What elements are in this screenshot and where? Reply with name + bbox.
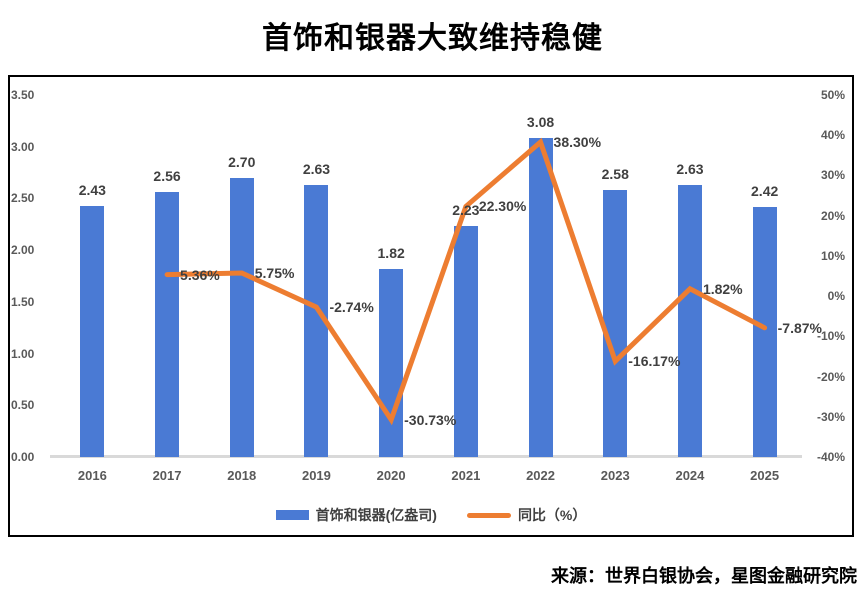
left-tick-2.00: 2.00 (11, 243, 35, 258)
x-tick-2023: 2023 (600, 468, 630, 483)
right-tick-50%: 50% (820, 88, 845, 102)
right-tick--20%: -20% (816, 369, 845, 384)
line-label-2020: -30.73% (404, 411, 457, 428)
x-tick-2018: 2018 (227, 468, 257, 483)
left-tick-0.00: 0.00 (11, 450, 35, 464)
right-tick-30%: 30% (820, 168, 845, 183)
bar-label-2025: 2.42 (751, 182, 779, 199)
right-tick-10%: 10% (820, 248, 845, 263)
bar-label-2016: 2.43 (78, 181, 106, 198)
left-tick-0.50: 0.50 (11, 398, 35, 413)
right-tick-20%: 20% (820, 208, 845, 223)
line-label-2021: 22.30% (478, 198, 527, 215)
bar-2021 (453, 226, 478, 457)
bar-2024 (678, 185, 702, 457)
legend-item-bars: 首饰和银器(亿盎司) (275, 505, 437, 525)
source-note: 来源：世界白银协会，星图金融研究院 (551, 566, 857, 586)
bar-label-2017: 2.56 (153, 168, 181, 185)
left-tick-3.50: 3.50 (11, 88, 35, 102)
bar-label-2018: 2.70 (228, 153, 256, 170)
bar-label-2020: 1.82 (377, 244, 405, 261)
x-tick-2016: 2016 (77, 468, 107, 483)
line-label-2017: 5.36% (180, 266, 220, 283)
left-tick-1.00: 1.00 (11, 346, 35, 361)
x-tick-2021: 2021 (451, 468, 481, 483)
right-tick--40%: -40% (816, 450, 845, 464)
bar-2023 (603, 190, 628, 457)
x-tick-2025: 2025 (750, 468, 780, 483)
bar-swatch-icon (275, 510, 309, 520)
left-tick-2.50: 2.50 (11, 191, 35, 206)
bar-2017 (155, 192, 180, 457)
left-tick-3.00: 3.00 (11, 139, 35, 154)
legend: 首饰和银器(亿盎司) 同比（%） (8, 502, 854, 528)
bar-2018 (229, 177, 254, 457)
legend-label: 同比（%） (517, 507, 587, 523)
chart-title: 首饰和银器大致维持稳健 (262, 22, 603, 55)
legend-label: 首饰和银器(亿盎司) (315, 507, 437, 523)
line-label-2025: -7.87% (777, 319, 822, 336)
bar-label-2022: 3.08 (526, 114, 555, 131)
x-axis-line (50, 455, 802, 458)
bar-label-2019: 2.63 (302, 160, 331, 177)
line-label-2018: 5.75% (254, 264, 295, 281)
line-swatch-icon (466, 512, 511, 518)
x-tick-2024: 2024 (675, 468, 705, 483)
line-label-2022: 38.30% (553, 134, 602, 151)
bar-2025 (752, 206, 777, 457)
x-tick-2020: 2020 (376, 468, 406, 483)
plot-border (8, 75, 854, 537)
line-label-2023: -16.17% (628, 353, 681, 370)
bar-label-2021: 2.23 (452, 202, 480, 219)
x-tick-2019: 2019 (301, 468, 331, 483)
x-tick-2022: 2022 (526, 468, 555, 483)
bar-2020 (379, 268, 404, 457)
legend-item-line: 同比（%） (466, 505, 587, 525)
bar-label-2023: 2.58 (601, 166, 629, 183)
bar-label-2024: 2.63 (676, 160, 704, 177)
x-tick-2017: 2017 (152, 468, 182, 483)
right-tick--30%: -30% (816, 409, 845, 424)
line-label-2024: 1.82% (702, 280, 743, 297)
right-tick--10%: -10% (816, 329, 845, 344)
right-tick-0%: 0% (827, 289, 845, 304)
right-tick-40%: 40% (820, 128, 845, 143)
left-tick-1.50: 1.50 (11, 294, 35, 309)
bar-2016 (80, 205, 105, 457)
bar-2019 (304, 185, 329, 457)
bar-2022 (528, 138, 553, 457)
line-label-2019: -2.74% (329, 299, 374, 316)
